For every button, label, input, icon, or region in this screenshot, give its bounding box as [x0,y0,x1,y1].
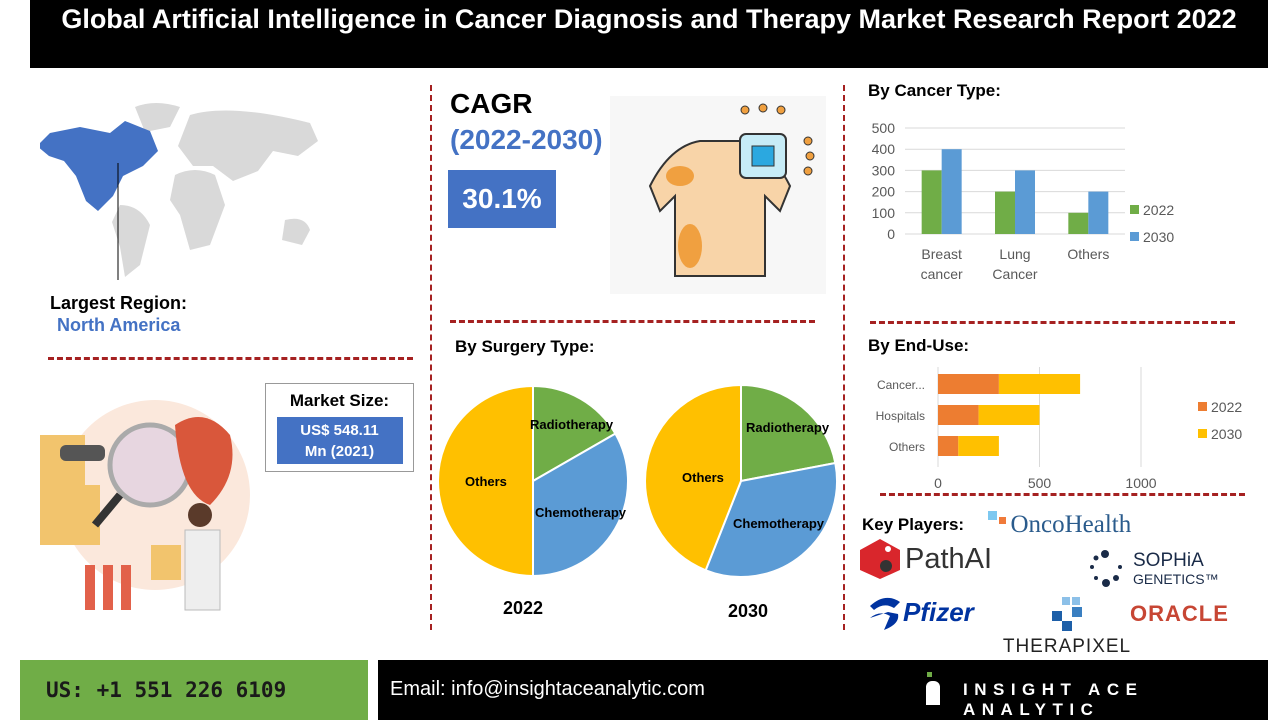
surgery-type-pies [437,383,838,578]
market-size-value-line2: Mn (2021) [304,443,375,460]
sophia-genetics-logo: SOPHiA GENETICS™ [1088,550,1219,590]
y-tick-label: 400 [872,141,896,157]
pie-slice-chemotherapy [532,432,629,578]
surgery-type-title: By Surgery Type: [455,337,595,356]
bar-2030 [958,436,999,456]
divider [870,321,1235,324]
pie-label: Chemotherapy [733,516,825,531]
therapixel-text: THERAPIXEL [1002,636,1132,657]
end-use-title: By End-Use: [868,336,970,355]
cancer-type-chart: 0 100 200 300 400 500 Breast cancer Lung Cancer Ot… [872,120,1175,282]
y-tick-label: 200 [872,184,896,200]
market-size-card: Market Size: US$ 548.11 Mn (2021) [265,383,414,472]
y-category-label: Others [889,440,925,454]
insight-ace-logo-icon [926,672,940,706]
x-category-label: Others [1067,246,1109,262]
market-size-value: US$ 548.11 Mn (2021) [276,417,403,464]
divider [880,493,1245,496]
x-tick-label: 500 [1028,475,1052,491]
pie-slice-radiotherapy [532,384,617,483]
y-category-label: Hospitals [876,409,925,423]
ai-body-illustration-icon [610,96,826,294]
largest-region-label: Largest Region: [50,293,188,313]
world-map-icon [40,103,318,280]
x-category-label: Lung Cancer [992,246,1037,282]
bar-2022 [938,374,999,394]
bar-2022 [938,405,979,425]
key-players-label: Key Players: [862,515,965,534]
sophia-text: SOPHiA [1133,550,1204,571]
bar-2030 [1015,170,1035,234]
market-size-value-line1: US$ 548.11 [300,422,379,439]
x-category-label: Breast cancer [921,246,963,282]
divider [48,357,413,360]
cancer-type-title: By Cancer Type: [868,81,1001,100]
bar-2030 [1088,191,1109,234]
legend-label: 2030 [1143,229,1174,245]
legend-label: 2030 [1211,426,1242,442]
y-tick-label: 300 [872,162,896,178]
bar-2022 [921,170,942,234]
legend-swatch [1130,205,1139,214]
pie-slice-chemotherapy [704,461,838,578]
pie-label: Chemotherapy [535,505,627,520]
legend-swatch [1130,232,1139,241]
email-contact[interactable]: Email: info@insightaceanalytic.com [390,678,705,700]
pie-label: Others [465,474,507,489]
x-tick-label: 1000 [1125,475,1156,491]
pie-caption-2022: 2022 [503,598,544,618]
largest-region-value: North America [57,315,181,335]
legend-label: 2022 [1211,399,1242,415]
cagr-period: (2022-2030) [450,124,603,155]
lab-research-illustration-icon [40,400,250,611]
bar-2022 [938,436,959,456]
end-use-chart: 0 500 1000 Cancer... Hospitals Others 2022 2030 [876,367,1242,491]
y-tick-label: 500 [872,120,896,136]
x-tick-label: 0 [934,475,942,491]
genetics-text: GENETICS™ [1133,571,1219,587]
pfizer-text: Pfizer [903,596,974,627]
oncohealth-text: OncoHealth [1010,511,1132,538]
oncohealth-logo: OncoHealth [988,511,1131,539]
pie-label: Others [682,470,724,485]
cagr-value: 30.1% [448,170,556,228]
report-title: Global Artificial Intelligence in Cancer… [30,0,1268,68]
bar-2022 [1068,212,1089,234]
legend-swatch [1198,402,1207,411]
legend-swatch [1198,429,1207,438]
bar-2030 [941,149,962,234]
sophia-dots-icon [1090,550,1122,587]
bar-2022 [995,191,1015,234]
bar-2030 [998,374,1081,394]
y-category-label: Cancer... [877,378,925,392]
divider [450,320,815,323]
pie-slice-others [644,383,742,572]
pathai-hexagon-icon [860,539,900,579]
legend-label: 2022 [1143,202,1174,218]
footer-bar: Email: info@insightaceanalytic.com INSIG… [378,660,1268,720]
market-size-label: Market Size: [289,391,390,410]
pie-slice-others [437,384,534,578]
divider [430,85,432,630]
pie-slice-radiotherapy [740,383,837,483]
brand-name: INSIGHT ACE ANALYTIC [963,680,1144,719]
bar-2030 [978,405,1040,425]
pathai-logo: PathAI [858,538,992,580]
therapixel-logo: THERAPIXEL [996,597,1138,658]
pfizer-logo: Pfizer [865,592,974,632]
pie-caption-2030: 2030 [728,601,769,621]
y-tick-label: 0 [887,226,895,242]
oracle-logo: ORACLE [1130,601,1229,626]
y-tick-label: 100 [872,205,896,221]
phone-contact[interactable]: US: +1 551 226 6109 [20,660,368,720]
divider [843,85,845,630]
pathai-text: PathAI [905,542,993,575]
therapixel-pixels-icon [1052,597,1082,631]
cagr-label: CAGR [450,88,533,119]
pie-label: Radiotherapy [530,417,614,432]
pfizer-swirl-icon [870,597,900,630]
pie-label: Radiotherapy [746,420,830,435]
